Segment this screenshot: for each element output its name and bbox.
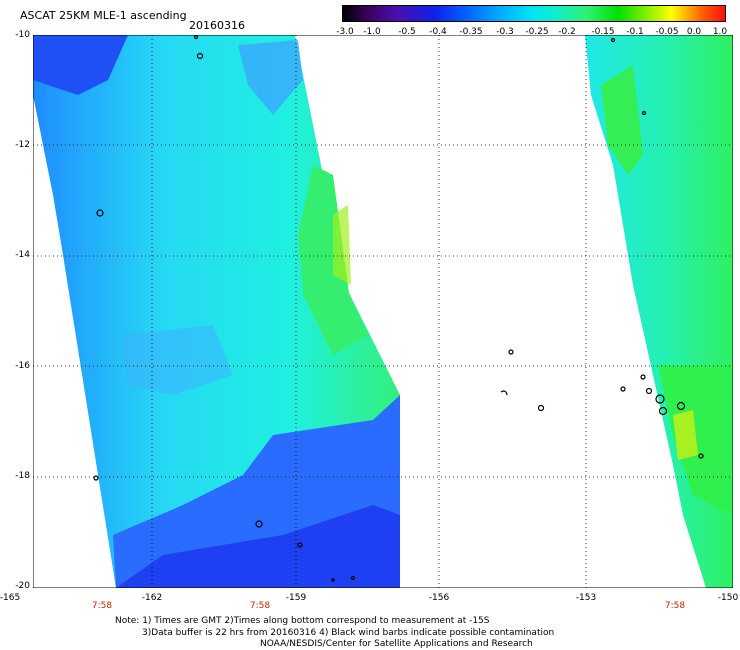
colorbar-label: -1.0: [363, 27, 381, 37]
colorbar-label: -0.4: [429, 27, 447, 37]
colorbar-label: 1.0: [712, 27, 728, 37]
lat-lon-grid: [33, 35, 733, 588]
lat-label: -12: [15, 140, 30, 150]
note-line-2: 3)Data buffer is 22 hrs from 20160316 4)…: [142, 628, 555, 638]
time-label: 7:58: [249, 601, 271, 611]
lat-label: -16: [15, 361, 30, 371]
lon-label: -165: [0, 593, 21, 603]
note-line-1: Note: 1) Times are GMT 2)Times along bot…: [115, 616, 490, 626]
left-satellite-swath: [33, 35, 400, 588]
lat-label: -18: [15, 471, 30, 481]
lat-label: -20: [15, 581, 30, 591]
time-label: 7:58: [91, 601, 113, 611]
product-title: ASCAT 25KM MLE-1 ascending: [20, 9, 187, 22]
colorbar-label: -3.0: [336, 27, 354, 37]
colorbar-label: -0.35: [459, 27, 483, 37]
colorbar-label: -0.2: [558, 27, 576, 37]
colorbar-label: -0.5: [398, 27, 416, 37]
right-satellite-swath: [585, 35, 733, 588]
lon-label: -156: [428, 593, 450, 603]
island-outlines: [93, 35, 704, 582]
colorbar-label: -0.25: [525, 27, 549, 37]
product-date: 20160316: [189, 19, 245, 32]
lat-label: -10: [15, 30, 30, 40]
wind-map: [33, 35, 733, 588]
color-scale-bar: [342, 5, 726, 22]
time-label: 7:58: [664, 601, 686, 611]
colorbar-label: -0.15: [591, 27, 615, 37]
colorbar-label: -0.1: [626, 27, 644, 37]
lon-label: -153: [575, 593, 597, 603]
colorbar-label: -0.05: [655, 27, 679, 37]
lat-label: -14: [15, 250, 30, 260]
credit-line: NOAA/NESDIS/Center for Satellite Applica…: [260, 639, 533, 649]
lon-label: -162: [141, 593, 163, 603]
colorbar-label: -0.3: [496, 27, 514, 37]
colorbar-label: 0.0: [686, 27, 702, 37]
lon-label: -150: [717, 593, 739, 603]
lon-label: -159: [285, 593, 307, 603]
